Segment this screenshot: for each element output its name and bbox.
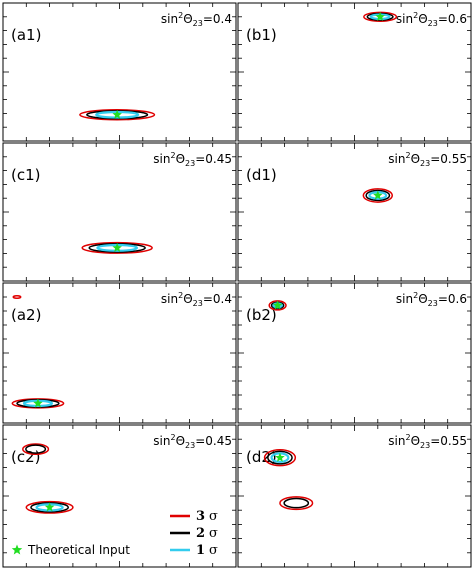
theoretical-input-star: [44, 502, 55, 512]
panel-a1: (a1) sin2Θ23=0.4: [2, 2, 237, 142]
sin-symbol: Θ: [176, 434, 185, 448]
sin-value: =0.55: [430, 434, 467, 448]
sin-sup: 2: [170, 433, 175, 442]
sin-sub: 23: [428, 19, 438, 28]
sin-symbol: Θ: [183, 12, 192, 26]
theoretical-input-star: [112, 242, 122, 252]
panel-a2: (a2) sin2Θ23=0.4: [2, 282, 237, 424]
sin-sub: 23: [420, 159, 430, 168]
contour-2sigma: [267, 450, 293, 465]
legend-sigma: σ: [209, 526, 218, 541]
contour-2sigma: [25, 444, 47, 454]
contour-3sigma: [362, 188, 393, 203]
sin-prefix: sin: [153, 152, 170, 166]
panel-c1: (c1) sin2Θ23=0.45: [2, 142, 237, 282]
panel-title: (b1): [246, 26, 277, 44]
contour-3sigma: [12, 294, 22, 300]
panel-title: (c1): [11, 166, 41, 184]
sin-sup: 2: [413, 291, 418, 300]
contour-3sigma: [81, 241, 153, 254]
theoretical-input-star: [112, 109, 122, 119]
panel-b2: (b2) sin2Θ23=0.6: [237, 282, 472, 424]
sin-label: sin2Θ23=0.4: [161, 291, 232, 308]
theoretical-input-star: [373, 190, 383, 200]
sin-value: =0.6: [438, 12, 467, 26]
sin-sup: 2: [405, 151, 410, 160]
panel-d1: (d1) sin2Θ23=0.55: [237, 142, 472, 282]
sin-value: =0.4: [203, 12, 232, 26]
sin-label: sin2Θ23=0.55: [388, 151, 467, 168]
sin-prefix: sin: [388, 152, 405, 166]
sin-label: sin2Θ23=0.6: [396, 291, 467, 308]
panel-title: (b2): [246, 306, 277, 324]
legend-number: 3: [196, 509, 205, 524]
sin-sub: 23: [185, 441, 195, 450]
theoretical-input-star: [375, 11, 385, 21]
sin-sup: 2: [405, 433, 410, 442]
contour-3sigma: [263, 448, 297, 467]
sin-sub: 23: [185, 159, 195, 168]
panel-title: (a1): [11, 26, 41, 44]
theoretical-input-star: [275, 452, 285, 462]
legend-sigma: σ: [209, 543, 218, 558]
sin-prefix: sin: [161, 292, 178, 306]
sin-symbol: Θ: [176, 152, 185, 166]
sin-symbol: Θ: [183, 292, 192, 306]
sin-symbol: Θ: [411, 434, 420, 448]
sin-value: =0.4: [203, 292, 232, 306]
theoretical-input-star: [33, 398, 43, 408]
sin-label: sin2Θ23=0.55: [388, 433, 467, 450]
sin-sub: 23: [420, 441, 430, 450]
panel-title: (d1): [246, 166, 277, 184]
sin-sub: 23: [193, 19, 203, 28]
sin-symbol: Θ: [411, 152, 420, 166]
panel-title: (a2): [11, 306, 41, 324]
panel-c2: (c2)sin2Θ23=0.45: [2, 424, 237, 568]
sin-prefix: sin: [396, 292, 413, 306]
sin-symbol: Θ: [418, 292, 427, 306]
sin-sup: 2: [413, 11, 418, 20]
sin-label: sin2Θ23=0.45: [153, 433, 232, 450]
sin-sup: 2: [178, 11, 183, 20]
sin-prefix: sin: [396, 12, 413, 26]
sin-sub: 23: [428, 299, 438, 308]
panel-b1: (b1) sin2Θ23=0.6: [237, 2, 472, 142]
sin-value: =0.55: [430, 152, 467, 166]
sin-sup: 2: [178, 291, 183, 300]
sin-prefix: sin: [161, 12, 178, 26]
contour-3sigma: [22, 443, 50, 456]
sin-label: sin2Θ23=0.4: [161, 11, 232, 28]
sin-value: =0.45: [195, 152, 232, 166]
legend-number: 1: [196, 543, 205, 558]
sin-sub: 23: [193, 299, 203, 308]
sin-prefix: sin: [153, 434, 170, 448]
legend-star-icon: [11, 544, 23, 555]
theoretical-input-star: [272, 300, 283, 310]
contour-3sigma: [279, 496, 314, 511]
sin-value: =0.6: [438, 292, 467, 306]
sin-value: =0.45: [195, 434, 232, 448]
panel-d2: (d2)sin2Θ23=0.55: [237, 424, 472, 568]
sin-sup: 2: [170, 151, 175, 160]
contour-3sigma: [25, 500, 74, 514]
sin-prefix: sin: [388, 434, 405, 448]
legend-theoretical-input: Theoretical Input: [27, 543, 130, 557]
sin-label: sin2Θ23=0.6: [396, 11, 467, 28]
legend-number: 2: [196, 526, 205, 541]
sin-label: sin2Θ23=0.45: [153, 151, 232, 168]
legend-sigma: σ: [209, 509, 218, 524]
contour-2sigma: [283, 497, 310, 509]
sin-symbol: Θ: [418, 12, 427, 26]
